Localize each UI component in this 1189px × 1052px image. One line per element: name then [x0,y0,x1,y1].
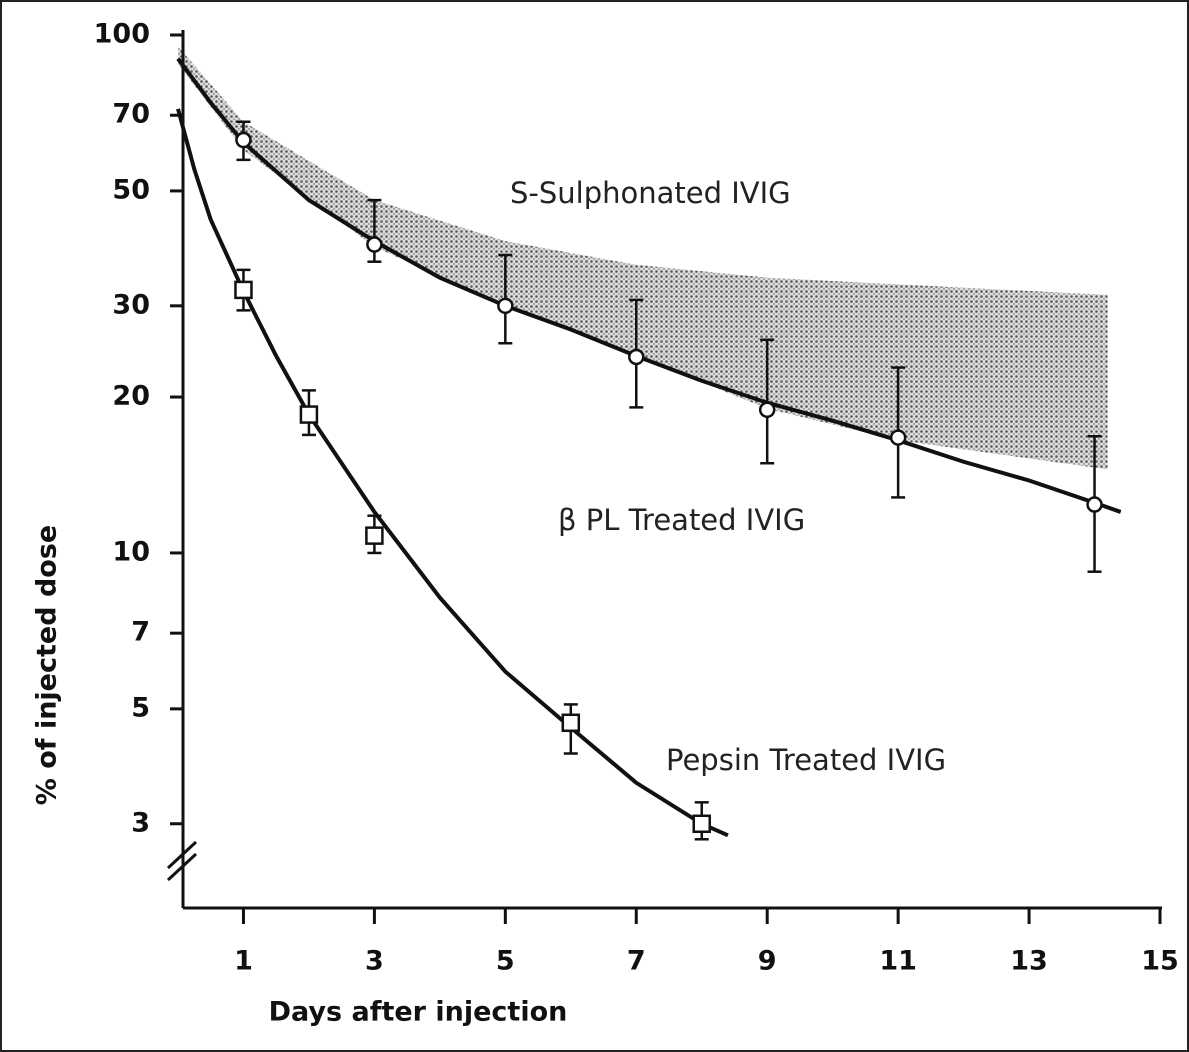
marker [561,713,581,733]
marker [692,814,711,834]
x-tick-label: 13 [1010,946,1048,977]
y-tick-label: 70 [112,99,150,130]
y-axis-title: % of injected dose [32,525,63,805]
x-tick-label: 11 [879,946,917,977]
marker [365,526,384,545]
y-tick-label: 7 [131,617,150,648]
y-tick-label: 10 [112,536,150,567]
y-tick-label: 100 [94,19,150,50]
y-tick-label: 30 [112,289,150,320]
x-tick-label: 9 [758,946,777,977]
marker [234,280,253,300]
marker [889,429,907,446]
y-tick-label: 3 [131,807,150,838]
marker [1086,496,1103,513]
marker [235,131,252,149]
y-tick-label: 20 [112,381,150,412]
marker [758,401,776,419]
x-tick-label: 15 [1141,946,1179,977]
y-tick-label: 5 [131,692,150,723]
marker [299,405,319,424]
x-tick-label: 5 [496,946,515,977]
series-label: Pepsin Treated IVIG [666,743,946,777]
band-label: S-Sulphonated IVIG [510,176,791,210]
x-tick-label: 7 [627,946,646,977]
marker [497,297,514,315]
y-tick-label: 50 [112,174,150,205]
series-label: β PL Treated IVIG [558,503,805,537]
x-tick-label: 1 [234,946,253,977]
marker [366,236,383,253]
x-axis-title: Days after injection [269,997,568,1028]
marker [628,348,645,366]
fit-line [176,108,729,838]
x-tick-label: 3 [365,946,384,977]
band [178,46,1108,470]
